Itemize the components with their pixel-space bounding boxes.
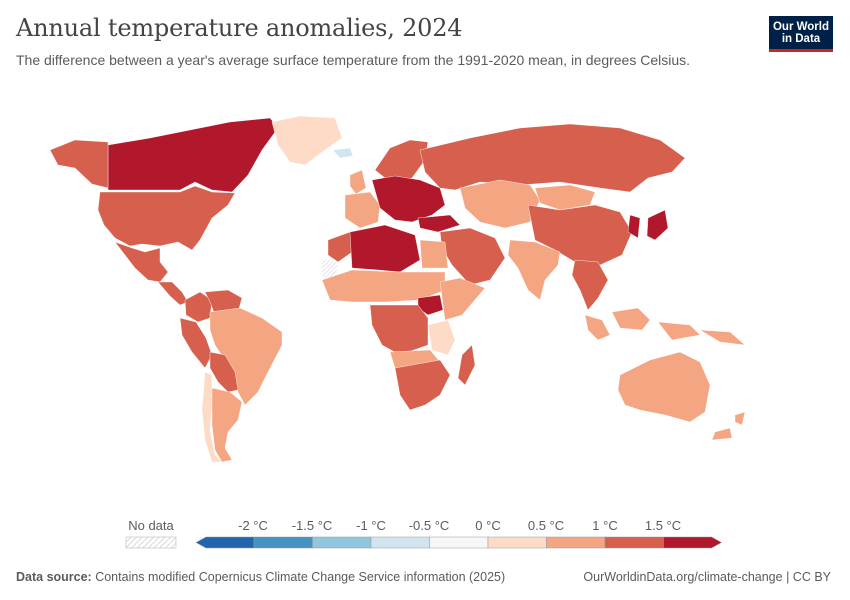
- data-source-label: Data source:: [16, 570, 92, 584]
- legend-tick-label: 0 °C: [475, 518, 501, 533]
- logo-line-1: Our World: [772, 21, 829, 33]
- region-iceland[interactable]: [332, 147, 354, 159]
- region-algeria-libya[interactable]: [349, 224, 421, 273]
- region-madagascar[interactable]: [457, 344, 476, 386]
- region-greenland[interactable]: [271, 115, 343, 166]
- region-turkey[interactable]: [417, 214, 461, 233]
- data-source: Data source: Contains modified Copernicu…: [16, 570, 505, 584]
- chart-subtitle: The difference between a year's average …: [16, 52, 691, 68]
- logo-line-2: in Data: [781, 33, 821, 45]
- region-canada[interactable]: [107, 117, 279, 193]
- region-australia[interactable]: [617, 351, 711, 423]
- legend-bin-swatch[interactable]: [546, 536, 606, 549]
- legend-tick-label: -1 °C: [356, 518, 386, 533]
- region-scandinavia[interactable]: [374, 139, 429, 183]
- region-indonesia[interactable]: [584, 307, 701, 341]
- region-brazil[interactable]: [209, 307, 283, 406]
- legend-color-scale: [125, 536, 723, 549]
- data-source-text: Contains modified Copernicus Climate Cha…: [91, 570, 506, 584]
- region-central-africa[interactable]: [369, 304, 429, 356]
- region-new-zealand[interactable]: [711, 411, 746, 441]
- region-peru[interactable]: [179, 317, 213, 369]
- legend-tick-label: -2 °C: [238, 518, 268, 533]
- legend-bin-swatch[interactable]: [370, 536, 430, 549]
- legend-no-data-label: No data: [128, 518, 174, 533]
- region-egypt[interactable]: [419, 239, 449, 269]
- legend-tick-label: 1 °C: [592, 518, 618, 533]
- region-united-kingdom[interactable]: [349, 169, 367, 195]
- region-sahel[interactable]: [321, 269, 446, 303]
- legend-tick-label: 0.5 °C: [527, 518, 565, 533]
- owid-logo[interactable]: Our World in Data: [769, 16, 833, 52]
- region-western-europe[interactable]: [344, 191, 381, 229]
- region-horn-of-africa[interactable]: [439, 277, 486, 321]
- region-russia[interactable]: [419, 123, 686, 193]
- legend-bin-swatch[interactable]: [487, 536, 547, 549]
- region-india[interactable]: [507, 239, 561, 301]
- region-southern-africa[interactable]: [394, 359, 451, 411]
- region-china[interactable]: [527, 204, 633, 266]
- region-korea-japan[interactable]: [627, 209, 669, 241]
- legend-bin-swatch[interactable]: [663, 536, 723, 549]
- region-alaska[interactable]: [49, 139, 109, 189]
- region-mongolia[interactable]: [534, 184, 596, 211]
- license-text: | CC BY: [782, 570, 831, 584]
- region-central-eastern-europe[interactable]: [371, 175, 446, 223]
- region-central-asia[interactable]: [459, 179, 541, 229]
- source-url-link[interactable]: OurWorldinData.org/climate-change: [583, 570, 783, 584]
- legend-bins: [195, 536, 723, 549]
- region-papua-new-guinea[interactable]: [699, 329, 746, 346]
- region-morocco[interactable]: [327, 231, 356, 263]
- footer-attribution: OurWorldinData.org/climate-change | CC B…: [583, 570, 831, 584]
- region-tanzania[interactable]: [427, 319, 456, 356]
- region-bolivia-paraguay[interactable]: [209, 351, 239, 393]
- region-central-america[interactable]: [157, 281, 189, 306]
- legend-bin-swatch[interactable]: [604, 536, 664, 549]
- legend-tick-label: -0.5 °C: [408, 518, 450, 533]
- region-argentina[interactable]: [211, 387, 243, 463]
- legend-bin-swatch[interactable]: [429, 536, 489, 549]
- legend-bin-swatch[interactable]: [253, 536, 313, 549]
- world-map: [49, 115, 746, 463]
- region-united-states[interactable]: [97, 185, 236, 251]
- legend-no-data-swatch: [125, 536, 177, 549]
- region-mexico[interactable]: [114, 241, 169, 283]
- region-southeast-asia[interactable]: [571, 259, 609, 311]
- legend-tick-label: -1.5 °C: [291, 518, 333, 533]
- legend-tick-label: 1.5 °C: [644, 518, 682, 533]
- legend-bin-swatch[interactable]: [195, 536, 255, 549]
- legend-bin-swatch[interactable]: [312, 536, 372, 549]
- region-middle-east[interactable]: [439, 227, 506, 286]
- chart-title: Annual temperature anomalies, 2024: [16, 14, 463, 42]
